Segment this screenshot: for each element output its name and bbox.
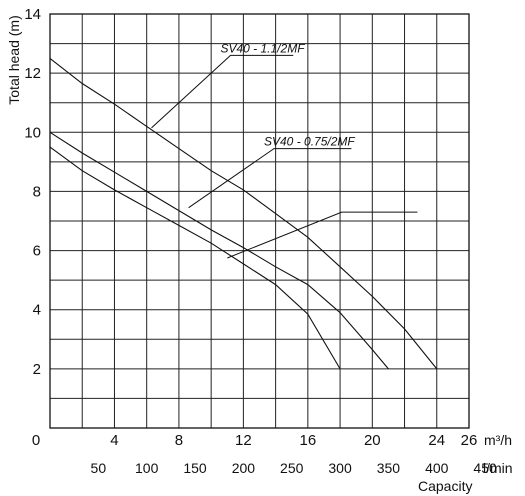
x-tick-label: 8 [175, 432, 183, 449]
x2-tick-label: 50 [91, 460, 107, 476]
x-tick-label: 16 [300, 432, 317, 449]
x-tick-label: 12 [235, 432, 252, 449]
x2-tick-label: 350 [377, 460, 401, 476]
x-tick-label: 24 [428, 432, 445, 449]
plot-frame [49, 13, 470, 429]
x2-tick-label: 250 [280, 460, 304, 476]
annotation-label-2: SV40 - 0.75/2MF [264, 135, 355, 149]
y-tick-label: 4 [33, 302, 41, 319]
series-line-2 [49, 131, 389, 370]
annotations: SV40 - 1.1/2MF SV40 - 0.75/2MF [151, 41, 418, 259]
series-line-1 [49, 57, 438, 370]
y-tick-label: 8 [33, 183, 41, 200]
x-tick-label: 26 [461, 432, 478, 449]
series-layer [49, 57, 438, 370]
x2-tick-label: 450 [473, 460, 497, 476]
x-tick-label: 4 [110, 432, 118, 449]
x2-unit-label: l/min [483, 460, 513, 476]
x2-tick-label: 400 [425, 460, 449, 476]
y-tick-label: 12 [24, 65, 41, 82]
annotation-label-1: SV40 - 1.1/2MF [220, 41, 305, 55]
annotation-leader-3 [227, 211, 418, 259]
y-tick-label: 14 [24, 6, 41, 23]
y-tick-label: 10 [24, 124, 41, 141]
x2-tick-label: 100 [135, 460, 159, 476]
annotation-leader-2 [188, 148, 352, 209]
x2-tick-label: 300 [328, 460, 352, 476]
x-tick-label: 20 [364, 432, 381, 449]
series-line-3 [49, 146, 341, 370]
x2-tick-label: 150 [183, 460, 207, 476]
grid [49, 13, 470, 429]
x-unit-label: m³/h [484, 432, 512, 448]
x2-tick-label: 200 [232, 460, 256, 476]
y-tick-label: 6 [33, 243, 41, 260]
y-tick-label: 2 [33, 361, 41, 378]
y-axis-title: Total head (m) [6, 15, 22, 104]
annotation-leader-1 [151, 54, 294, 129]
x-tick-label: 0 [32, 432, 40, 449]
x-axis-title: Capacity [418, 478, 472, 494]
